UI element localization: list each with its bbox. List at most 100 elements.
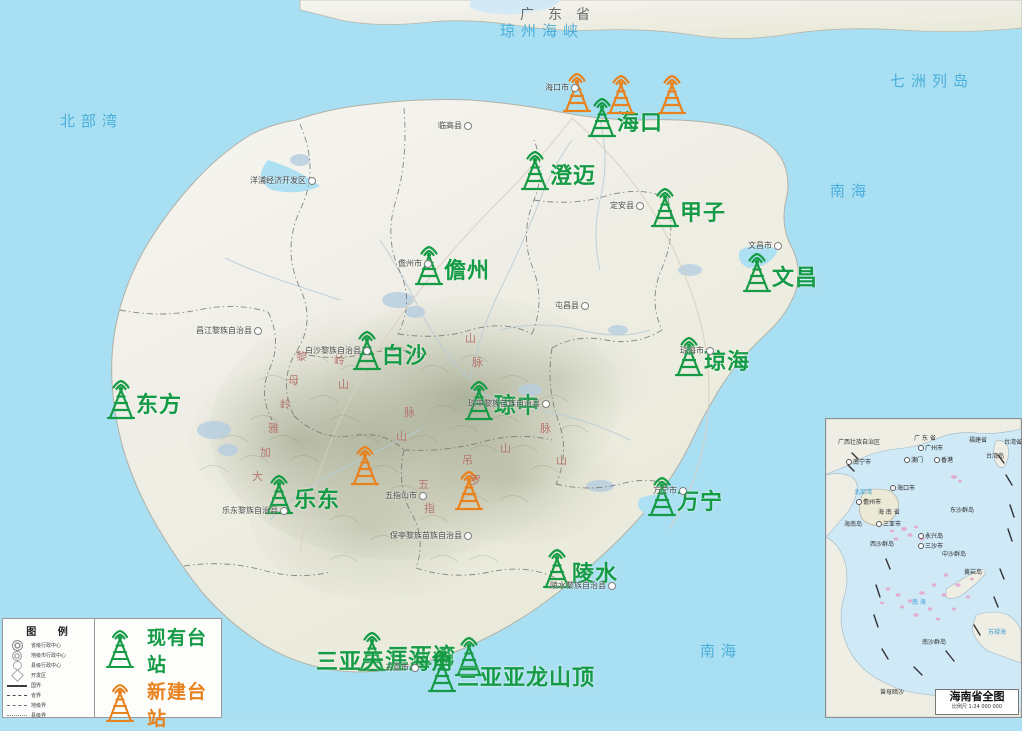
inset-city-label: 海口市 [897,485,916,492]
inset-text-label: 南沙群岛 [922,639,947,646]
legend-new-station: 新建台站 [95,677,221,731]
station-marker[interactable] [655,72,689,116]
map-legend: 图 例 省级行政中心 地级市行政中心 县级行政中心 开发区 国界 省界 地级界 县级界 现有台… [2,618,222,730]
station-marker[interactable]: 海口 [585,95,663,139]
inset-city-marker: 三亚市 [876,519,901,528]
legend-row-label: 国界 [31,683,42,689]
city-dot-icon [679,486,687,495]
station-marker[interactable]: 白沙 [350,328,428,372]
station-label: 儋州 [444,259,491,284]
inset-city-dot-icon [918,444,924,451]
inset-city-marker: 香港 [934,455,953,464]
water-label: 南海 [700,642,743,660]
station-marker[interactable]: 澄迈 [518,148,596,192]
station-marker[interactable]: 东方 [104,377,182,421]
city-marker: 临高县 [438,120,472,131]
prefecture-center-icon [7,650,27,661]
inset-hainan [859,488,899,526]
inset-city-dot-icon [918,542,924,549]
inset-city-marker: 广州市 [918,443,943,452]
legend-row-label: 省级行政中心 [31,643,62,649]
city-marker: 琼中黎族苗族自治县 [468,398,550,409]
tower-green-icon [648,185,682,229]
legend-row: 地级市行政中心 [7,650,92,661]
tower-green-icon [355,629,389,673]
station-marker[interactable]: 甲子 [648,185,726,229]
tower-orange-icon [604,72,638,116]
city-label: 琼中黎族苗族自治县 [468,399,540,408]
legend-row: 县级行政中心 [7,661,92,670]
station-marker[interactable]: 儋州 [412,243,490,287]
station-marker[interactable]: 三亚天涯海角 [316,634,486,678]
inset-text-label: 南 海 [912,599,926,606]
station-label: 澄迈 [550,164,597,189]
inset-city-label: 儋州市 [863,499,882,506]
city-dot-icon [542,399,550,408]
inset-city-label: 三亚市 [883,521,902,528]
legend-row-label: 开发区 [31,673,47,679]
inset-city-dot-icon [890,484,896,491]
legend-existing-station: 现有台站 [95,623,221,677]
development-zone-icon [7,669,27,682]
city-label: 海口市 [545,83,569,92]
city-marker: 文昌市 [748,240,782,251]
city-label: 保亭黎族苗族自治县 [390,531,462,540]
city-dot-icon [280,506,288,515]
inset-text-label: 苏禄海 [988,629,1007,636]
station-marker[interactable] [560,70,594,114]
roads [299,117,710,553]
city-marker: 屯昌县 [555,300,589,311]
station-label: 海口 [617,111,664,136]
city-dot-icon [308,176,316,185]
station-marker[interactable] [604,72,638,116]
water-label: 北部湾 [60,112,124,130]
mountain-label: 山 [465,332,476,345]
station-marker[interactable]: 乐东 [262,472,340,516]
tower-orange-icon [348,443,382,487]
city-marker: 琼海市 [680,345,714,356]
prefecture-boundary-line [7,705,27,706]
inset-city-label: 永兴岛 [925,533,944,540]
nine-dash-line [847,452,1015,676]
legend-new-label: 新建台站 [147,681,208,730]
station-marker[interactable]: 万宁 [645,474,723,518]
station-marker[interactable] [348,443,382,487]
legend-row-label: 地级界 [31,703,47,709]
mountain-label: 母 [288,374,299,387]
city-dot-icon [363,346,371,355]
tower-green-icon [452,634,486,678]
city-label: 洋浦经济开发区 [250,176,306,185]
legend-row-label: 省界 [31,693,42,699]
tower-green-icon [540,546,574,590]
inset-city-dot-icon [934,456,940,463]
inset-city-label: 三沙市 [925,543,944,550]
station-marker[interactable] [452,468,486,512]
station-label: 东方 [136,393,183,418]
city-label: 乐东黎族自治县 [222,506,278,515]
city-label: 白沙黎族自治县 [305,346,361,355]
inset-text-label: 海 南 省 [878,509,900,516]
city-label: 儋州市 [398,259,422,268]
station-marker[interactable]: 文昌 [740,250,818,294]
city-marker: 五指山市 [385,490,427,501]
inset-map: 广西壮族自治区 广 东 省 福建省 台湾省 北部湾海 南 省 东沙群岛 西沙群岛 中沙群岛 黄岩… [825,418,1022,718]
mountain-label: 脉 [404,406,415,419]
station-marker[interactable]: 琼中 [462,378,540,422]
tower-green-icon [672,334,706,378]
legend-row-label: 县级界 [31,713,47,719]
inset-text-label: 广 东 省 [914,435,936,442]
tower-orange-icon [103,681,137,727]
city-dot-icon [774,241,782,250]
station-marker[interactable]: 三亚亚龙山顶 [425,650,595,694]
station-label: 乐东 [294,488,341,513]
station-marker[interactable]: 琼海 [672,334,750,378]
inset-city-label: 南宁市 [853,459,872,466]
water-label: 七洲列岛 [890,72,975,90]
legend-row-label: 县级行政中心 [31,663,62,669]
legend-row: 地级界 [7,701,92,710]
province-boundary-line [7,695,27,696]
mountain-label: 五 [418,478,429,491]
city-marker: 三亚市 [385,662,419,673]
mountain-label: 黎 [296,350,307,363]
city-dot-icon [464,121,472,130]
